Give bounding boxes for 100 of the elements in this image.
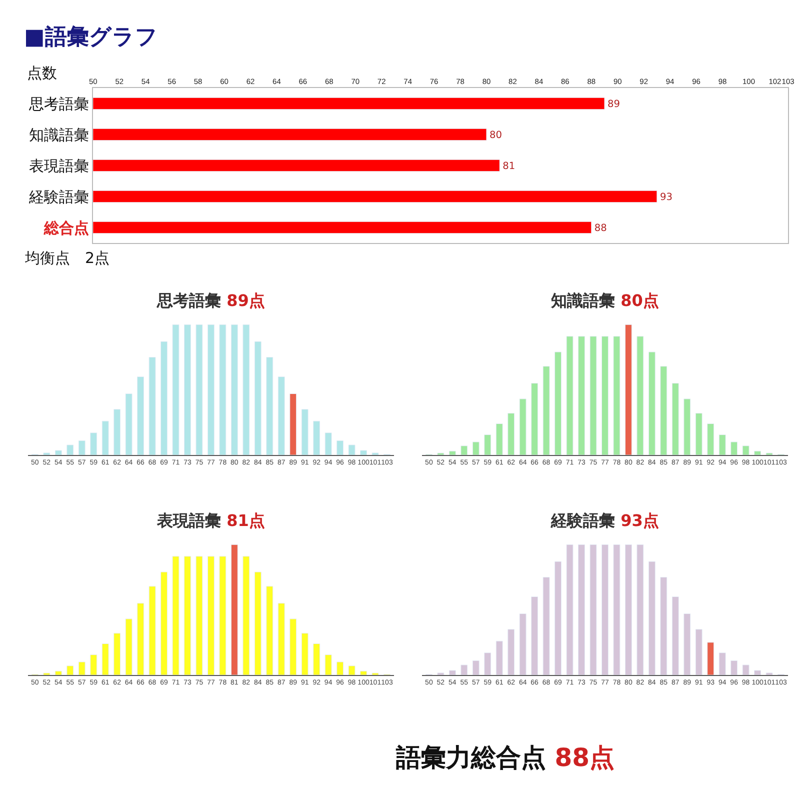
bar <box>230 544 238 675</box>
bar <box>160 341 168 455</box>
bar <box>336 440 344 455</box>
bar <box>648 561 656 675</box>
bar <box>348 666 356 675</box>
bar <box>54 450 62 455</box>
bar <box>730 442 738 455</box>
bar <box>66 444 74 455</box>
data-label: 89 <box>608 98 620 110</box>
bar <box>324 654 332 675</box>
bar <box>219 556 226 675</box>
bar <box>324 432 332 455</box>
bar <box>566 336 574 455</box>
bar <box>254 572 262 675</box>
data-label: 88 <box>594 222 607 234</box>
bar <box>125 393 132 455</box>
bar <box>184 324 191 455</box>
bar <box>531 383 538 455</box>
bar <box>484 652 492 675</box>
bar <box>207 324 214 455</box>
bar <box>519 613 526 675</box>
bar <box>578 336 585 455</box>
bar <box>290 618 297 675</box>
bar <box>102 643 109 675</box>
text: 語彙力総合点 88点 <box>395 743 615 772</box>
bar <box>602 336 608 455</box>
bar <box>78 662 86 675</box>
bar <box>718 652 726 675</box>
bar <box>590 544 597 675</box>
data-label: 81 <box>502 160 516 172</box>
data-label: 93 <box>660 192 672 203</box>
bar <box>114 409 121 455</box>
bar <box>460 446 468 455</box>
bar <box>137 603 144 675</box>
bar <box>613 336 620 455</box>
bar <box>242 324 250 455</box>
bar <box>172 324 180 455</box>
y-tick-label: 知識語彙 <box>29 126 90 144</box>
text: 均衡点 2点 <box>24 249 110 267</box>
bar <box>566 544 574 675</box>
bar <box>624 544 632 675</box>
bar <box>508 413 515 455</box>
bar <box>660 366 668 455</box>
bar <box>278 376 285 455</box>
bar <box>78 440 86 455</box>
bar <box>313 420 320 455</box>
bar <box>290 393 297 455</box>
bar <box>707 642 714 675</box>
data-label: 80 <box>490 130 502 141</box>
bar <box>266 356 274 455</box>
bar <box>742 664 750 675</box>
bar <box>754 670 762 675</box>
bar <box>184 556 191 675</box>
bar <box>624 324 632 455</box>
bar <box>554 352 562 455</box>
chart-title: ■語彙グラフ <box>24 25 158 50</box>
bar <box>336 662 344 675</box>
bar <box>148 356 156 455</box>
chart-title: 経験語彙 93点 <box>550 511 659 530</box>
bar <box>695 629 702 675</box>
chart-title: 思考語彙 89点 <box>156 291 265 310</box>
bar <box>636 544 644 675</box>
bar <box>348 444 356 455</box>
bar <box>219 324 226 455</box>
bar <box>242 556 250 675</box>
bar <box>196 556 203 675</box>
bar <box>90 654 98 675</box>
bar <box>590 336 597 455</box>
bar <box>718 434 726 455</box>
bar <box>66 666 74 675</box>
bar <box>172 556 180 675</box>
bar <box>230 324 238 455</box>
bar <box>519 398 526 455</box>
bar <box>254 341 262 455</box>
bar <box>684 398 691 455</box>
bar <box>742 446 750 455</box>
bar <box>636 336 644 455</box>
bar <box>542 576 550 675</box>
chart-title: 知識語彙 80点 <box>550 291 659 310</box>
bar <box>578 544 585 675</box>
bar <box>648 352 656 455</box>
bar <box>102 420 109 455</box>
bar <box>684 613 691 675</box>
bar <box>137 376 144 455</box>
bar <box>90 432 98 455</box>
bar <box>602 544 608 675</box>
bar <box>672 383 679 455</box>
bar <box>207 556 214 675</box>
bar <box>301 633 308 675</box>
bar <box>508 629 515 675</box>
bar <box>460 664 468 675</box>
bar <box>266 586 274 675</box>
y-axis-title: 点数 <box>27 64 57 82</box>
bar <box>125 618 132 675</box>
bar <box>707 423 714 455</box>
bar <box>484 434 492 455</box>
bar <box>114 633 121 675</box>
bar <box>754 450 762 455</box>
y-tick-label: 思考語彙 <box>28 94 90 113</box>
y-tick-label: 総合点 <box>43 218 90 237</box>
